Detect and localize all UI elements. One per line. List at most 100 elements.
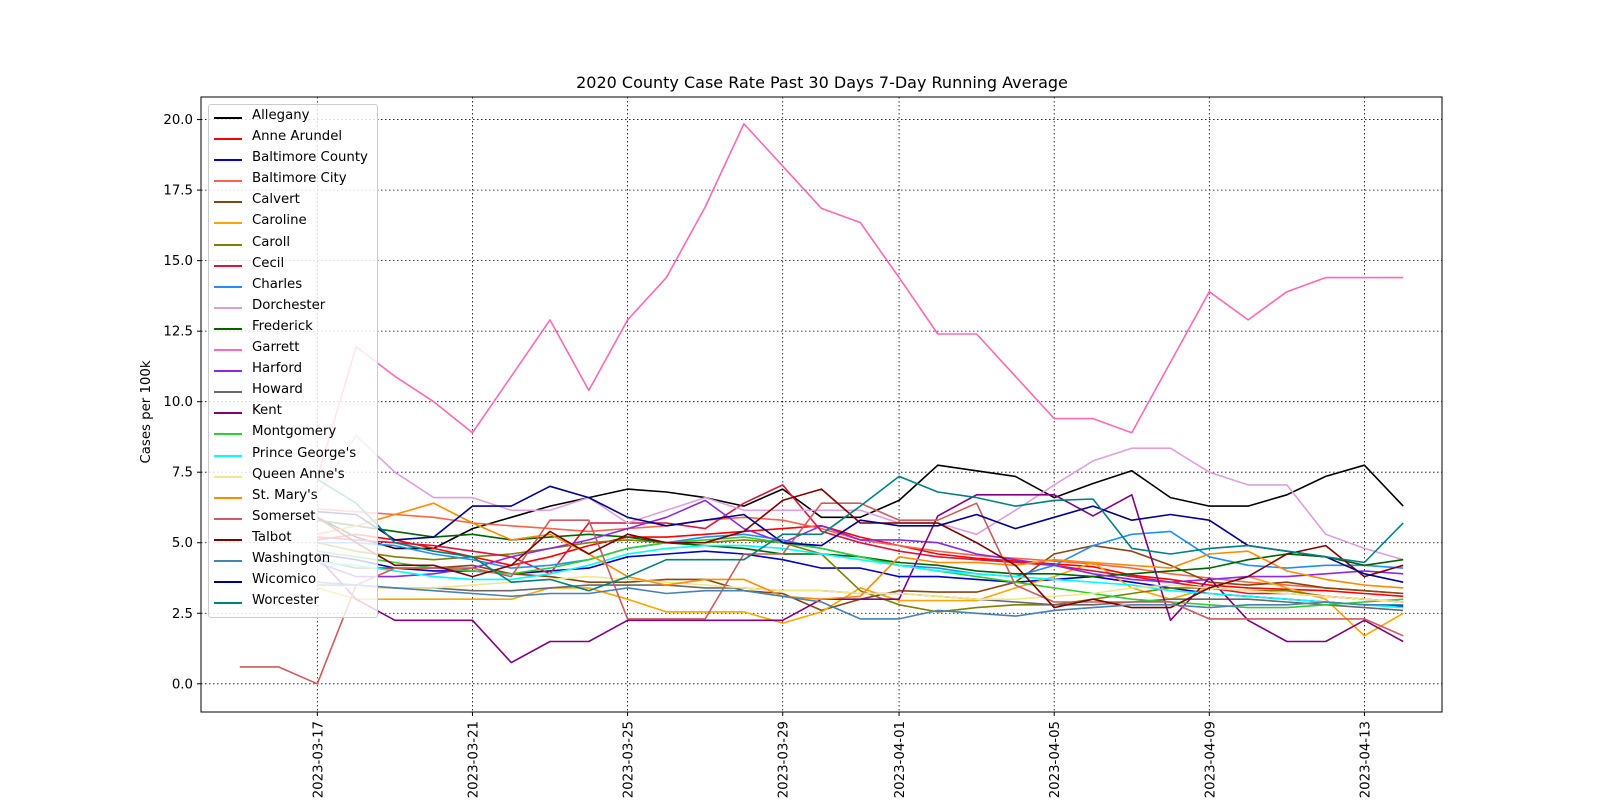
legend-swatch	[214, 496, 242, 499]
legend-swatch	[214, 349, 242, 352]
series-line-prince-george-s	[317, 544, 1404, 609]
legend-label: Dorchester	[252, 297, 326, 313]
legend-item-prince-george-s: Prince George's	[209, 445, 377, 466]
series-line-st-mary-s	[317, 502, 1404, 601]
legend-item-kent: Kent	[209, 402, 377, 423]
legend-item-howard: Howard	[209, 381, 377, 402]
legend-label: Calvert	[252, 192, 300, 208]
legend-swatch	[214, 433, 242, 436]
series-line-caroll	[317, 539, 1404, 613]
series-line-worcester	[316, 475, 1404, 592]
legend-label: Kent	[252, 403, 282, 419]
grid-lines	[201, 97, 1442, 712]
legend-label: Cecil	[252, 255, 285, 271]
legend-label: Talbot	[252, 529, 292, 545]
x-tick-label: 2023-04-13	[1358, 721, 1373, 798]
legend-item-somerset: Somerset	[209, 508, 377, 529]
legend-item-talbot: Talbot	[209, 529, 377, 550]
legend-swatch	[214, 475, 242, 478]
legend-item-caroll: Caroll	[209, 234, 377, 255]
legend-item-st-mary-s: St. Mary's	[209, 487, 377, 508]
legend-label: Frederick	[252, 318, 313, 334]
legend-label: St. Mary's	[252, 487, 318, 503]
legend-swatch	[214, 264, 242, 267]
y-tick-label: 0.0	[172, 677, 193, 692]
legend-swatch	[214, 559, 242, 562]
y-tick-label: 10.0	[163, 395, 193, 410]
legend-item-montgomery: Montgomery	[209, 423, 377, 444]
legend-label: Howard	[252, 382, 303, 398]
series-line-queen-anne-s	[317, 575, 1404, 603]
legend-swatch	[214, 391, 242, 394]
legend-item-caroline: Caroline	[209, 212, 377, 233]
x-tick-label: 2023-04-01	[893, 721, 908, 798]
chart-title: 2020 County Case Rate Past 30 Days 7-Day…	[576, 73, 1068, 92]
legend-label: Worcester	[252, 593, 319, 609]
legend-item-cecil: Cecil	[209, 255, 377, 276]
x-tick-label: 2023-03-29	[777, 721, 792, 798]
legend-label: Queen Anne's	[252, 466, 345, 482]
x-tick-label: 2023-04-05	[1048, 721, 1063, 798]
legend-label: Harford	[252, 361, 303, 377]
legend-swatch	[214, 370, 242, 373]
legend-label: Garrett	[252, 340, 300, 356]
legend-label: Somerset	[252, 508, 316, 524]
legend-swatch	[214, 454, 242, 457]
legend-item-worcester: Worcester	[209, 592, 377, 613]
plot-frame	[200, 96, 1443, 713]
legend-swatch	[214, 517, 242, 520]
y-tick-label: 7.5	[172, 466, 193, 481]
legend-item-frederick: Frederick	[209, 318, 377, 339]
x-tick-label: 2023-03-21	[466, 721, 481, 798]
legend-label: Prince George's	[252, 445, 357, 461]
legend-swatch	[214, 180, 242, 183]
legend-swatch	[214, 201, 242, 204]
legend-swatch	[214, 327, 242, 330]
series-line-cecil	[317, 484, 1404, 603]
series-line-garrett	[316, 123, 1404, 479]
legend-label: Charles	[252, 276, 303, 292]
legend-label: Montgomery	[252, 424, 337, 440]
legend-swatch	[214, 581, 242, 584]
legend-item-harford: Harford	[209, 360, 377, 381]
series-line-wicomico	[317, 485, 1404, 583]
y-axis-ticks: 0.0 2.5 5.0 7.5 10.0 12.5 15.0 17.5 20.0	[163, 113, 201, 692]
legend-item-wicomico: Wicomico	[209, 571, 377, 592]
legend-item-allegany: Allegany	[209, 107, 377, 128]
series-line-somerset	[239, 502, 1404, 685]
legend-item-charles: Charles	[209, 276, 377, 297]
y-tick-label: 17.5	[163, 184, 193, 199]
legend-label: Baltimore County	[252, 150, 368, 166]
legend-item-calvert: Calvert	[209, 191, 377, 212]
legend-swatch	[214, 602, 242, 605]
series-line-calvert	[317, 544, 1404, 612]
series-line-allegany	[316, 464, 1404, 550]
x-axis-ticks: 2023-03-17 2023-03-21 2023-03-25 2023-03-29…	[311, 712, 1373, 798]
legend-item-garrett: Garrett	[209, 339, 377, 360]
x-tick-label: 2023-04-09	[1203, 721, 1218, 798]
legend-swatch	[214, 138, 242, 141]
legend-label: Caroll	[252, 234, 291, 250]
y-tick-label: 15.0	[163, 254, 193, 269]
legend-label: Allegany	[252, 108, 310, 123]
legend-label: Anne Arundel	[252, 129, 343, 145]
legend-swatch	[214, 538, 242, 541]
y-tick-label: 2.5	[172, 607, 193, 622]
legend-item-anne-arundel: Anne Arundel	[209, 128, 377, 149]
x-tick-label: 2023-03-25	[622, 721, 637, 798]
legend-swatch	[214, 285, 242, 288]
y-tick-label: 5.0	[172, 536, 193, 551]
x-tick-label: 2023-03-17	[311, 721, 326, 798]
legend-swatch	[214, 243, 242, 246]
legend-item-queen-anne-s: Queen Anne's	[209, 466, 377, 487]
legend-label: Wicomico	[252, 572, 317, 588]
legend-label: Washington	[252, 550, 331, 566]
legend-swatch	[214, 412, 242, 415]
series-line-anne-arundel	[317, 524, 1404, 598]
legend-swatch	[214, 306, 242, 309]
series-line-harford	[317, 499, 1404, 584]
legend-item-baltimore-county: Baltimore County	[209, 149, 377, 170]
legend-swatch	[214, 117, 242, 119]
legend-label: Caroline	[252, 213, 307, 229]
